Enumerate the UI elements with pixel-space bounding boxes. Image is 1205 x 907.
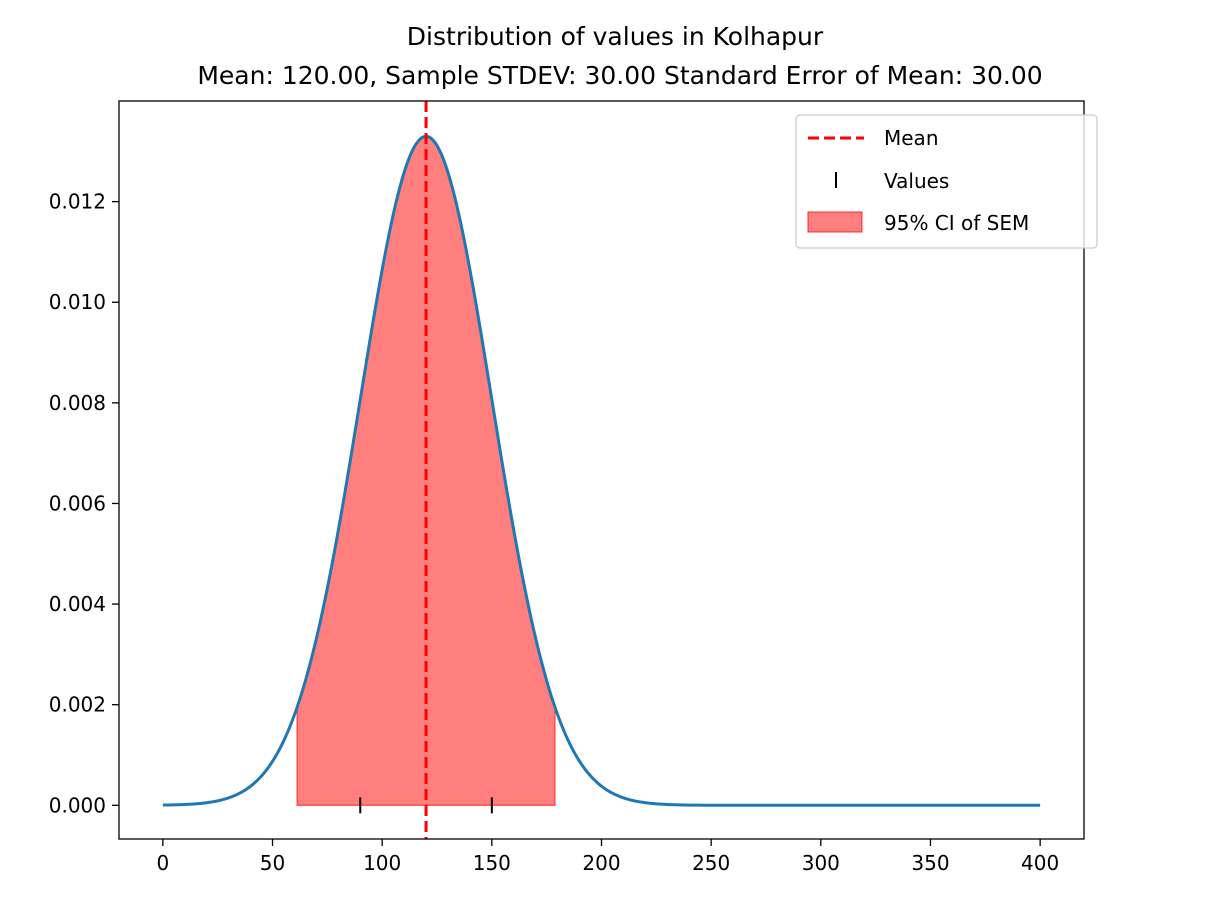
x-tick-label-6: 300	[802, 851, 840, 875]
plot-area	[162, 101, 1041, 839]
y-tick-label-2: 0.004	[49, 592, 106, 616]
y-tick-label-6: 0.012	[49, 190, 106, 214]
legend-ci-label: 95% CI of SEM	[884, 211, 1029, 235]
x-axis: 0 50 100 150 200 250 300 350 400	[156, 839, 1059, 875]
x-tick-label-0: 0	[156, 851, 169, 875]
value-marks	[359, 797, 493, 814]
x-tick-label-3: 150	[473, 851, 511, 875]
x-tick-label-7: 350	[911, 851, 949, 875]
y-tick-label-4: 0.008	[49, 391, 106, 415]
x-tick-label-8: 400	[1021, 851, 1059, 875]
pdf-curve	[162, 134, 1041, 807]
x-tick-label-5: 250	[692, 851, 730, 875]
legend-frame	[795, 114, 1098, 249]
legend-mean-label: Mean	[884, 126, 939, 150]
y-tick-label-5: 0.010	[49, 290, 106, 314]
x-tick-label-2: 100	[363, 851, 401, 875]
y-axis: 0.000 0.002 0.004 0.006 0.008 0.010 0.012	[49, 190, 119, 817]
legend: Mean Values 95% CI of SEM	[795, 114, 1098, 249]
legend-values-label: Values	[884, 169, 949, 193]
y-tick-label-0: 0.000	[49, 793, 106, 817]
chart-subtitle: Mean: 120.00, Sample STDEV: 30.00 Standa…	[197, 61, 1042, 90]
legend-ci-swatch	[807, 211, 863, 233]
x-tick-label-1: 50	[260, 851, 285, 875]
y-tick-label-1: 0.002	[49, 693, 106, 717]
y-tick-label-3: 0.006	[49, 491, 106, 515]
chart-title: Distribution of values in Kolhapur	[407, 22, 824, 51]
x-tick-label-4: 200	[582, 851, 620, 875]
